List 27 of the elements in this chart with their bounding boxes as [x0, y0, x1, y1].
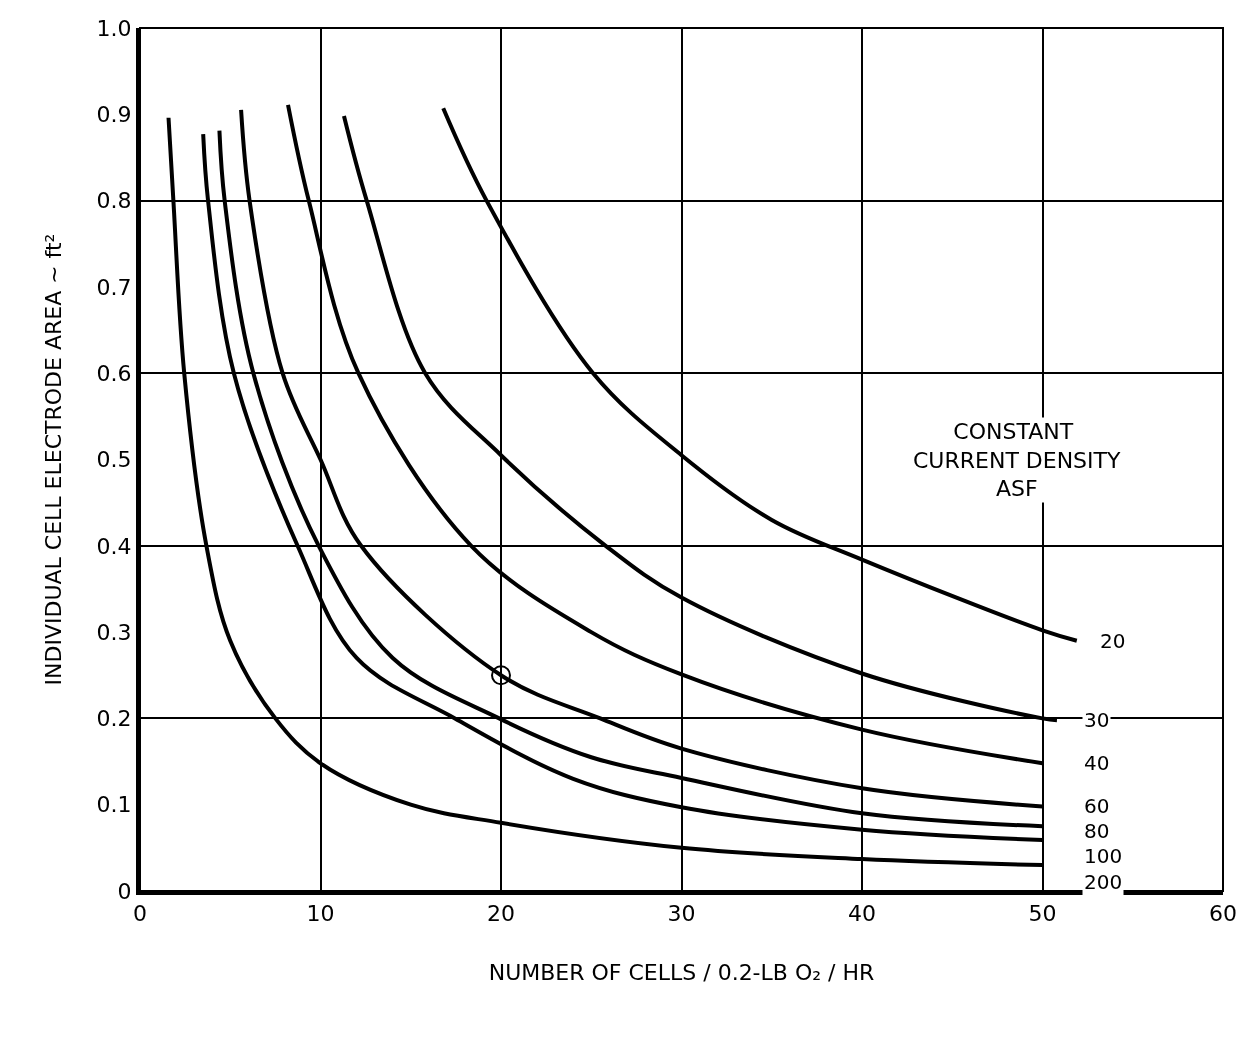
- x-axis-title: NUMBER OF CELLS / 0.2-LB O₂ / HR: [488, 959, 875, 985]
- series-label: 20: [1100, 629, 1126, 653]
- x-tick-label: 10: [306, 901, 335, 927]
- y-tick-label: 0.7: [96, 274, 132, 300]
- y-tick-label: 0: [117, 878, 132, 904]
- y-tick-label: 0.1: [96, 792, 132, 818]
- y-tick-label: 0.6: [96, 360, 132, 386]
- x-tick-label: 20: [487, 901, 515, 927]
- text: 80: [1084, 819, 1110, 843]
- x-tick-label: 40: [848, 901, 876, 927]
- y-tick-label: 0.3: [96, 619, 132, 645]
- y-tick-label: 0.9: [96, 102, 132, 127]
- text: 200: [1084, 870, 1123, 894]
- y-tick-label: 0.8: [96, 188, 132, 214]
- y-tick-label: 0.2: [96, 706, 132, 732]
- y-tick-label: 1.0: [96, 15, 132, 41]
- x-tick-label: 50: [1028, 901, 1057, 927]
- x-tick-label: 60: [1209, 901, 1237, 927]
- text: 40: [1084, 751, 1110, 775]
- y-tick-label: 0.4: [96, 533, 132, 559]
- text: 60: [1084, 794, 1110, 818]
- y-tick-label: 0.5: [96, 447, 132, 473]
- x-tick-label: 30: [667, 901, 696, 927]
- legend-title: CONSTANT CURRENT DENSITY ASF: [913, 419, 1122, 502]
- series-label: 30: [1084, 708, 1110, 732]
- y-axis-title: INDIVIDUAL CELL ELECTRODE AREA ~ ft²: [40, 233, 66, 686]
- text: 100: [1084, 844, 1123, 868]
